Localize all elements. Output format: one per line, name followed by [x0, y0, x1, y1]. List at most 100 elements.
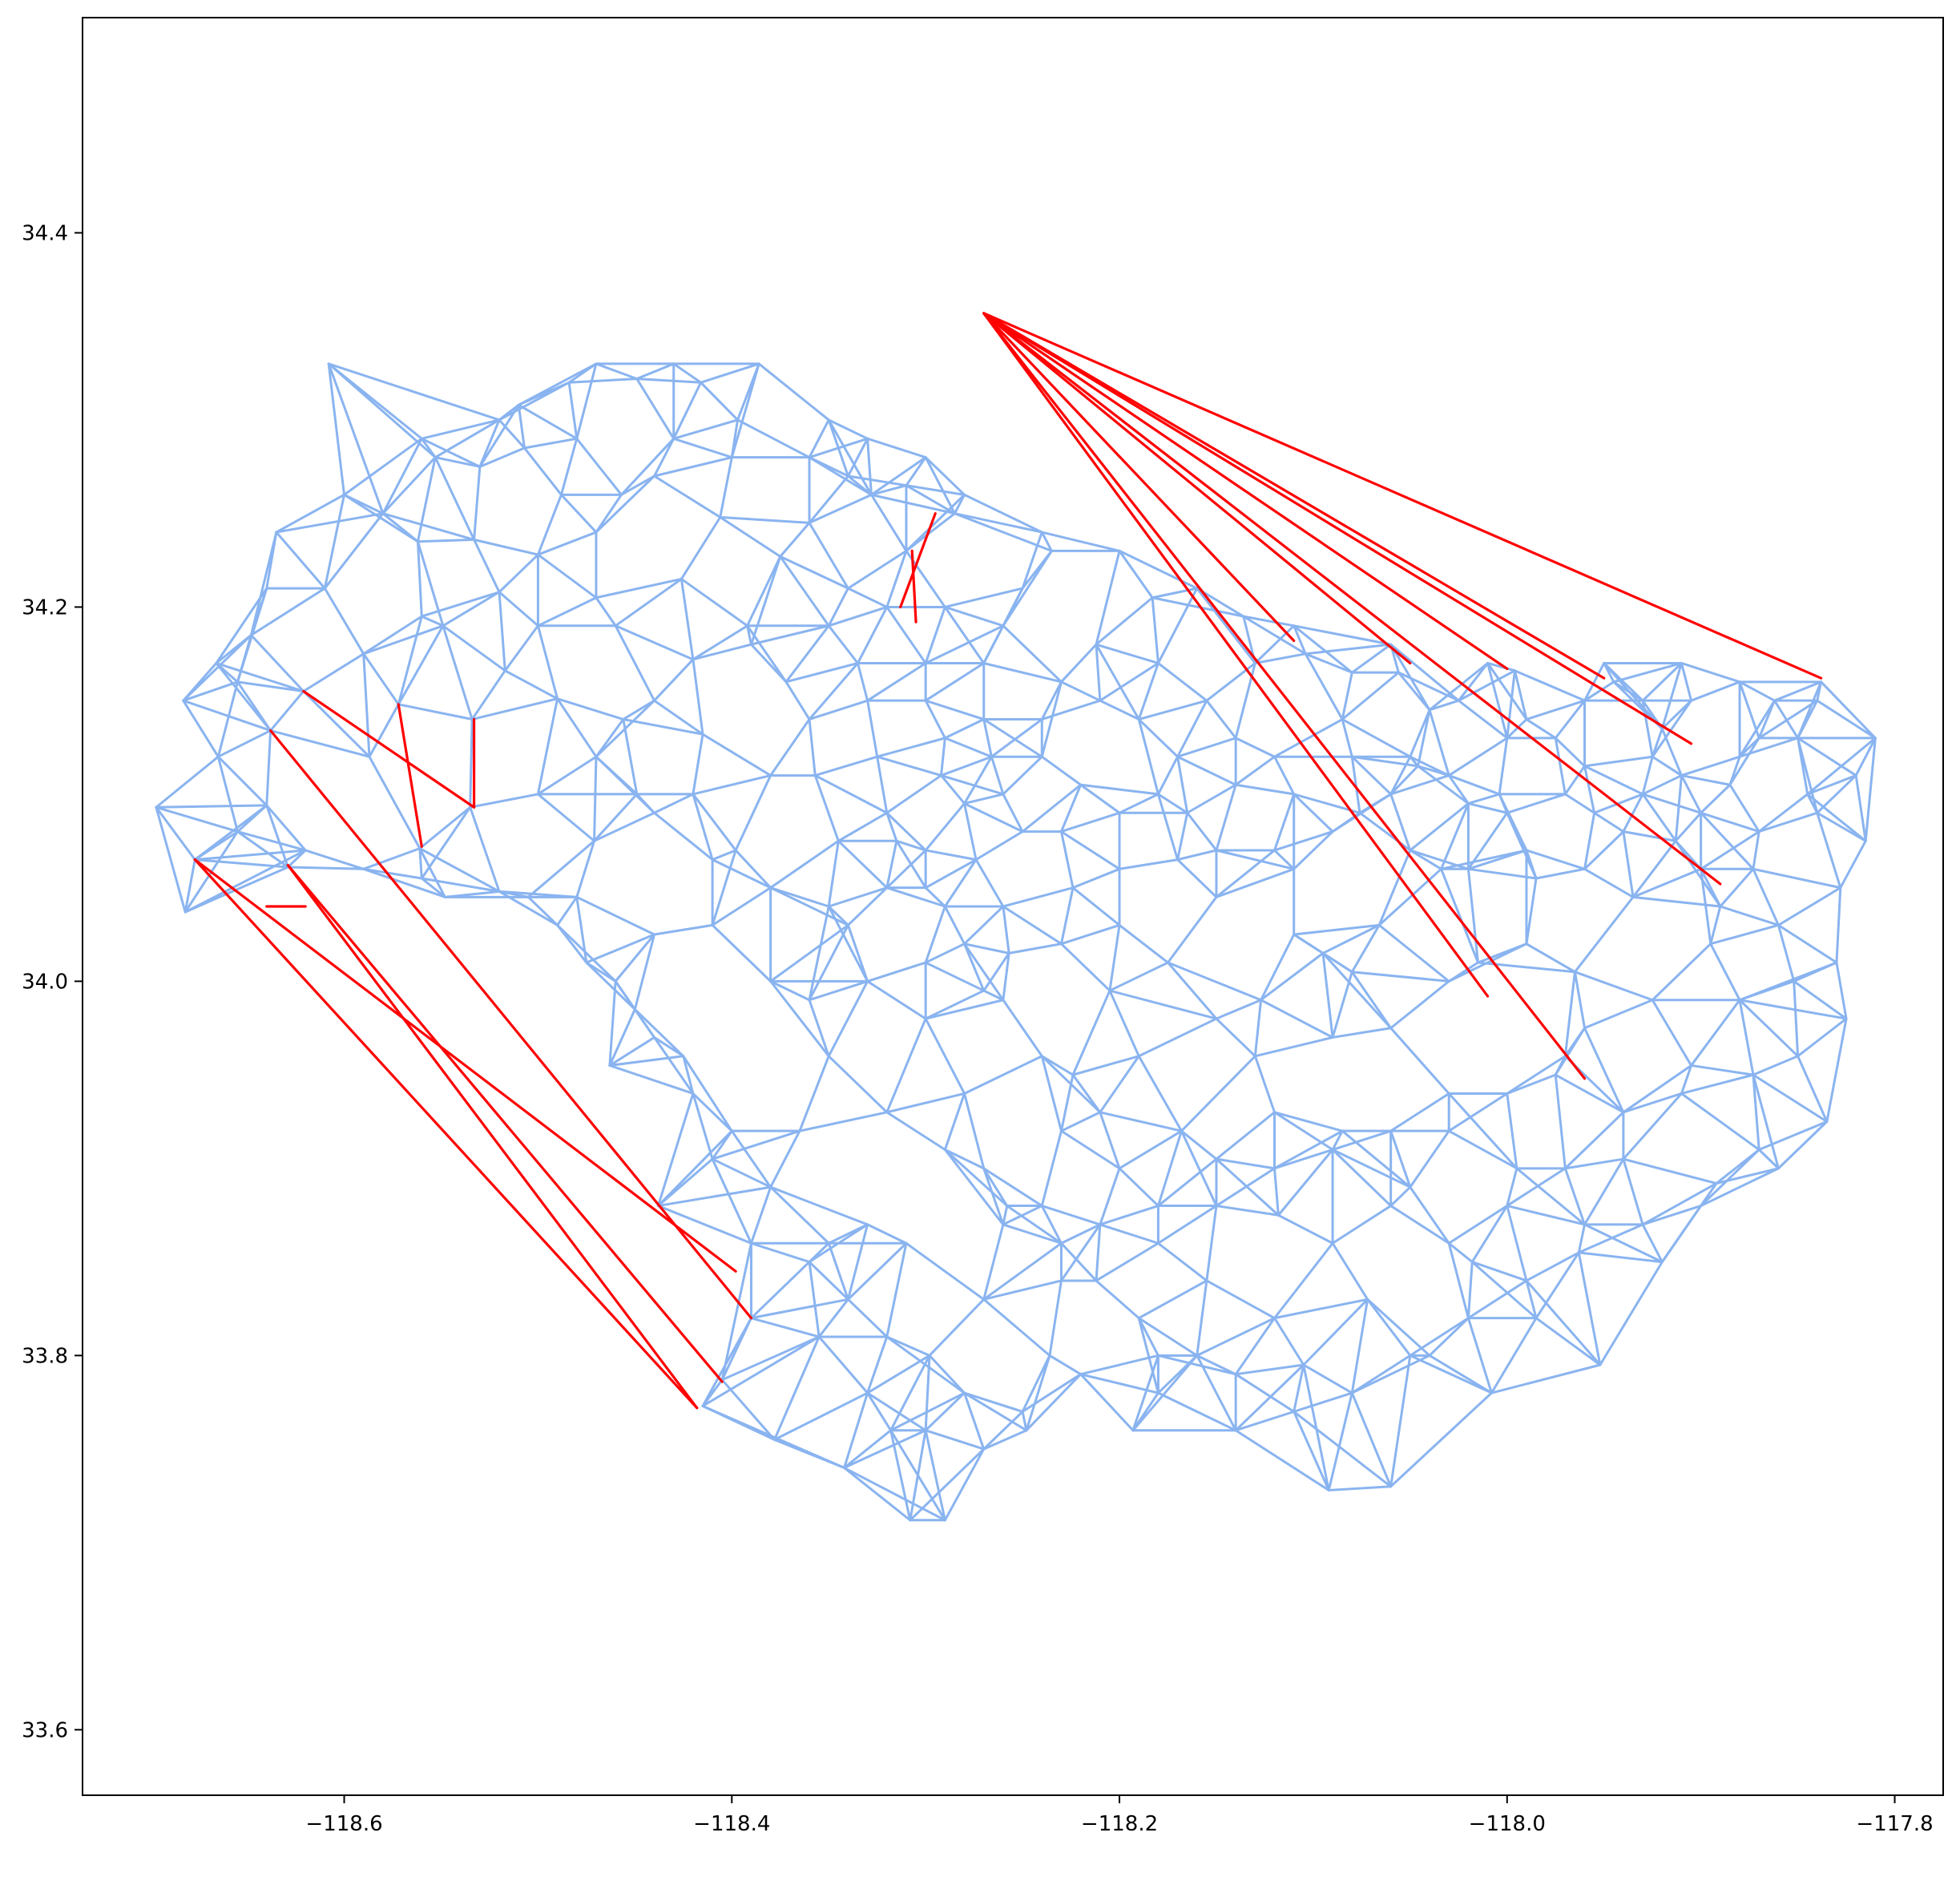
mesh-edge: [924, 661, 986, 702]
mesh-edge: [808, 979, 869, 1002]
mesh-edge: [1156, 1354, 1237, 1376]
mesh-edge: [1260, 951, 1325, 1002]
mesh-edge: [1447, 1241, 1470, 1320]
mesh-edge: [1773, 680, 1823, 702]
mesh-edge: [1234, 1373, 1296, 1413]
mesh-edge: [1186, 811, 1218, 852]
mesh-edge: [885, 839, 898, 890]
mesh-edge: [1389, 1027, 1450, 1095]
mesh-edge: [711, 858, 772, 890]
mesh-edge: [1752, 1073, 1760, 1152]
mesh-edge: [1563, 793, 1596, 814]
mesh-edge: [1506, 718, 1528, 740]
mesh-edge: [155, 805, 187, 914]
mesh-edge: [1622, 830, 1635, 898]
mesh-edge: [1002, 793, 1024, 834]
mesh-edge: [215, 633, 252, 664]
mesh-edge: [963, 905, 1005, 946]
mesh-edge: [837, 839, 889, 890]
mesh-edge: [418, 847, 423, 880]
mesh-edge: [1690, 1064, 1755, 1076]
mesh-edge: [236, 680, 272, 733]
highlight-edge: [982, 312, 1412, 665]
highlight-layer: [193, 312, 1823, 1410]
mesh-edge: [1059, 783, 1083, 834]
mesh-edge: [798, 1111, 889, 1132]
mesh-edge: [442, 624, 474, 721]
mesh-edge: [1428, 699, 1460, 712]
mesh-edge: [701, 733, 772, 777]
mesh-edge: [734, 849, 772, 890]
mesh-edge: [1563, 765, 1587, 796]
mesh-edge: [963, 942, 1010, 955]
mesh-edge: [1447, 737, 1509, 777]
highlight-edge: [910, 549, 917, 624]
mesh-edge: [1002, 886, 1075, 908]
mesh-edge: [286, 866, 365, 870]
mesh-edge: [1506, 1205, 1587, 1226]
mesh-edge: [692, 624, 749, 661]
mesh-edge: [905, 484, 956, 515]
mesh-edge: [1137, 699, 1208, 721]
mesh-edge: [469, 805, 501, 893]
mesh-edge: [1350, 1354, 1431, 1395]
mesh-edge: [943, 587, 1024, 608]
mesh-edge: [193, 858, 289, 869]
mesh-edge: [1040, 1055, 1063, 1132]
mesh-edge: [963, 1391, 986, 1451]
mesh-edge: [1079, 1373, 1135, 1432]
mesh-edge: [575, 362, 598, 440]
mesh-edge: [1118, 1167, 1159, 1208]
mesh-edge: [1389, 1185, 1412, 1208]
mesh-edge: [503, 624, 539, 672]
mesh-edge: [1583, 680, 1615, 702]
mesh-edge: [1321, 923, 1381, 955]
mesh-edge: [769, 1185, 869, 1226]
mesh-edge: [1156, 1241, 1208, 1282]
mesh-edge: [1757, 1148, 1780, 1170]
mesh-edge: [1176, 755, 1237, 786]
mesh-edge: [1738, 999, 1800, 1058]
mesh-edge: [749, 624, 830, 646]
mesh-edge: [1622, 1157, 1644, 1226]
mesh-edge: [1535, 1251, 1580, 1320]
mesh-edge: [595, 474, 656, 534]
mesh-edge: [1293, 1410, 1330, 1491]
mesh-edge: [1021, 1354, 1051, 1413]
mesh-edge: [982, 1241, 1063, 1301]
mesh-edge: [265, 804, 289, 869]
mesh-edge: [940, 774, 966, 805]
mesh-edge: [672, 437, 733, 459]
mesh-edge: [1752, 830, 1760, 870]
mesh-edge: [1253, 999, 1263, 1058]
mesh-edge: [1002, 755, 1043, 796]
mesh-edge: [1377, 867, 1443, 926]
mesh-edge: [1377, 849, 1412, 926]
mesh-edge: [1752, 1073, 1829, 1123]
mesh-edge: [1059, 1241, 1098, 1282]
mesh-edge: [749, 1298, 849, 1320]
mesh-edge: [1095, 549, 1121, 646]
mesh-edge: [1137, 1279, 1208, 1320]
mesh-edge: [1816, 811, 1867, 842]
mesh-edge: [556, 697, 598, 758]
mesh-edge: [1525, 1279, 1602, 1366]
mesh-edge: [943, 1092, 966, 1152]
mesh-edge: [1215, 1017, 1256, 1058]
mesh-edge: [808, 1261, 821, 1338]
mesh-edge: [749, 555, 782, 646]
mesh-edge: [1350, 923, 1381, 974]
mesh-edge: [1854, 774, 1867, 842]
mesh-edge: [1389, 1092, 1450, 1132]
highlight-edge: [982, 312, 1606, 680]
mesh-edge: [1186, 783, 1237, 814]
mesh-edge: [286, 849, 307, 869]
mesh-edge: [982, 1167, 1009, 1208]
mesh-edge: [1331, 1241, 1369, 1301]
mesh-edge: [473, 538, 539, 556]
mesh-edge: [1835, 961, 1848, 1020]
mesh-edge: [1525, 849, 1587, 870]
mesh-edge: [692, 658, 704, 736]
mesh-edge: [362, 652, 371, 758]
mesh-edge: [1583, 867, 1635, 898]
